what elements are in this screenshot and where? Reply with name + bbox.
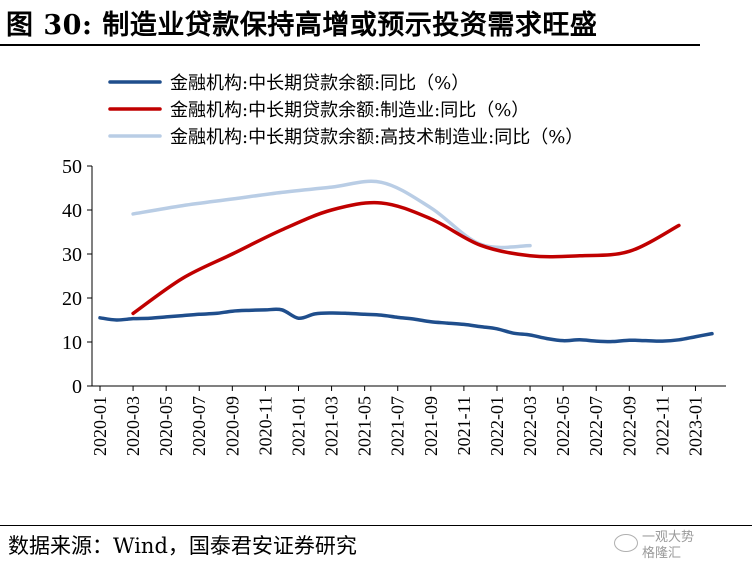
watermark-line-2: 格隆汇 (642, 546, 682, 561)
x-tick-label: 2022-09 (619, 396, 639, 456)
title-underline (0, 44, 700, 46)
footer-divider (0, 525, 752, 526)
legend-label-2: 金融机构:中长期贷款余额:制造业:同比（%） (170, 100, 529, 121)
source-note: 数据来源：Wind，国泰君安证券研究 (8, 534, 357, 558)
y-tick-label: 0 (72, 376, 82, 398)
line-chart: 0 10 20 30 40 50 2020-01 2020-03 2020-05 2020-07 2… (62, 73, 726, 456)
x-tick-label: 2022-03 (520, 396, 540, 456)
x-tick-label: 2022-11 (652, 396, 672, 455)
x-tick-label: 2021-09 (421, 396, 441, 456)
x-tick-label: 2021-05 (355, 396, 375, 456)
figure-title-bar: 图 30: 制造业贷款保持高增或预示投资需求旺盛 (0, 0, 752, 42)
x-tick-label: 2020-03 (123, 396, 143, 456)
y-tick-label: 10 (62, 332, 82, 354)
legend-label-1: 金融机构:中长期贷款余额:同比（%） (170, 73, 469, 94)
series-line-2 (131, 200, 681, 316)
series-line-3 (131, 179, 532, 250)
wechat-icon (614, 534, 638, 552)
watermark: 一观大势 格隆汇 (614, 526, 744, 561)
y-tick-label: 50 (62, 156, 82, 178)
y-tick-label: 30 (62, 244, 82, 266)
x-tick-label: 2021-01 (288, 396, 308, 456)
x-tick-label: 2021-11 (454, 396, 474, 455)
y-tick-label: 20 (62, 288, 82, 310)
x-tick-label: 2020-09 (222, 396, 242, 456)
x-tick-label: 2020-07 (189, 396, 209, 456)
x-tick-label: 2020-05 (156, 396, 176, 456)
x-tick-label: 2020-11 (255, 396, 275, 455)
y-tick-label: 40 (62, 200, 82, 222)
x-tick-label: 2021-03 (322, 396, 342, 456)
figure-title: 图 30: 制造业贷款保持高增或预示投资需求旺盛 (6, 10, 598, 41)
legend-label-3: 金融机构:中长期贷款余额:高技术制造业:同比（%） (170, 127, 583, 148)
watermark-line-1: 一观大势 (642, 530, 695, 545)
x-tick-label: 2022-07 (586, 396, 606, 456)
x-tick-label: 2020-01 (90, 396, 110, 456)
x-tick-label: 2021-07 (388, 396, 408, 456)
x-tick-label: 2023-01 (685, 396, 705, 456)
x-tick-label: 2022-05 (553, 396, 573, 456)
x-tick-label: 2022-01 (487, 396, 507, 456)
series-line-1 (98, 307, 714, 344)
